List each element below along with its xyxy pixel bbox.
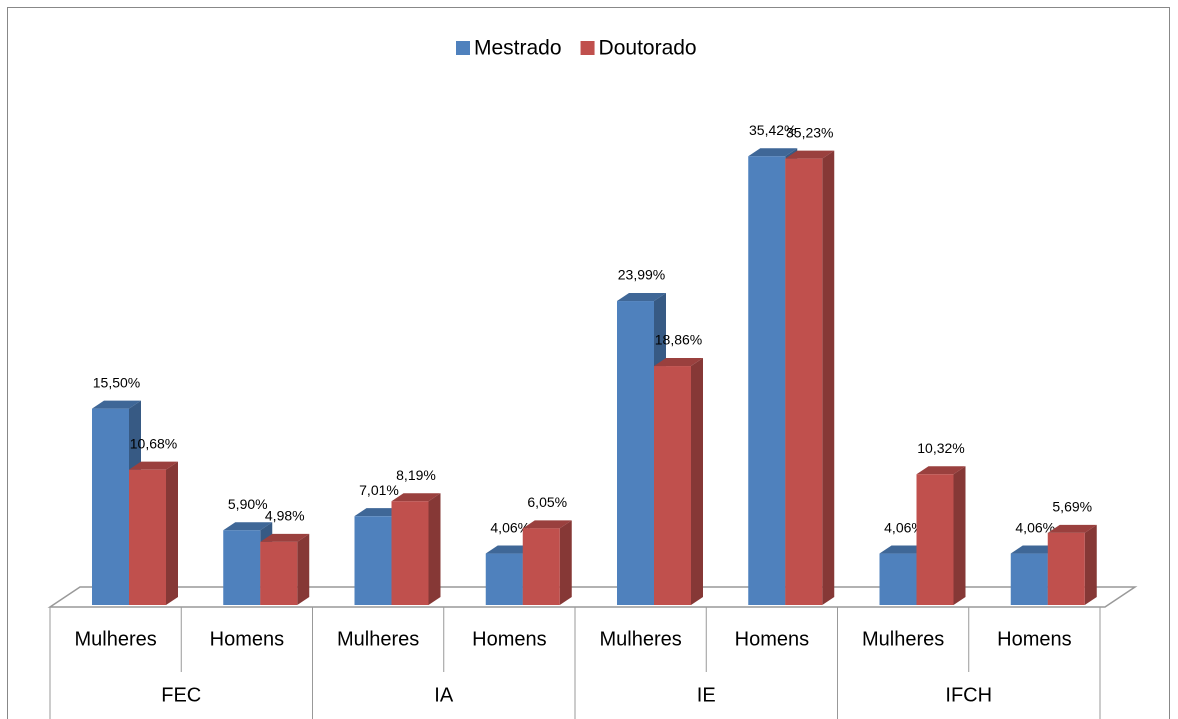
value-label: 15,50%	[93, 374, 140, 390]
bar	[617, 301, 654, 605]
bar-side	[297, 533, 310, 605]
bar-top	[129, 461, 178, 470]
value-label: 7,01%	[359, 482, 399, 498]
legend-swatch	[456, 41, 470, 55]
x-tick-label: Mulheres	[862, 628, 944, 650]
value-label: 4,98%	[265, 508, 305, 524]
value-label: 5,69%	[1052, 499, 1092, 515]
bar	[354, 516, 392, 605]
bar-top	[916, 466, 966, 475]
bar-top	[223, 522, 273, 531]
bar	[260, 541, 298, 605]
value-label: 4,06%	[884, 519, 924, 535]
bar	[92, 408, 129, 605]
bar	[522, 528, 560, 605]
bar	[916, 474, 954, 605]
value-label: 35,42%	[749, 122, 796, 138]
bar	[129, 469, 166, 605]
bar-side	[953, 466, 966, 605]
bar-top	[485, 545, 535, 554]
bar-top	[879, 545, 929, 554]
value-label: 6,05%	[527, 494, 567, 510]
x-tick-label: Homens	[210, 628, 284, 650]
value-label: 10,32%	[917, 440, 964, 456]
bar-side	[166, 461, 178, 605]
value-label: 18,86%	[655, 332, 702, 348]
legend-label: Mestrado	[474, 37, 562, 60]
group-label: IE	[697, 684, 716, 706]
x-tick-label: Mulheres	[337, 628, 419, 650]
bar-top	[391, 493, 441, 502]
value-label: 23,99%	[618, 267, 665, 283]
bar	[485, 553, 523, 605]
legend-swatch	[580, 41, 595, 55]
legend-label: Doutorado	[599, 37, 697, 60]
bar	[223, 530, 261, 605]
group-label: IA	[434, 684, 454, 706]
bar	[391, 501, 429, 605]
group-label: FEC	[161, 684, 201, 706]
value-label: 5,90%	[228, 496, 268, 512]
value-label: 35,23%	[786, 124, 833, 140]
bar-top	[1047, 524, 1097, 533]
bar-side	[428, 493, 441, 605]
bar	[1010, 553, 1048, 605]
group-label: IFCH	[945, 684, 992, 706]
bar-top	[92, 400, 141, 409]
bar	[654, 366, 691, 605]
bar-top	[617, 293, 666, 302]
bar-top	[785, 150, 835, 159]
bar-top	[260, 533, 310, 542]
x-tick-label: Homens	[472, 628, 546, 650]
bar	[748, 156, 786, 605]
x-tick-label: Homens	[997, 628, 1071, 650]
chart-border	[7, 7, 1170, 719]
x-tick-label: Homens	[735, 628, 809, 650]
floor	[47, 586, 1138, 608]
bar-side	[1084, 524, 1097, 605]
bar	[785, 158, 823, 605]
bar-top	[522, 520, 572, 529]
value-label: 4,06%	[1015, 519, 1055, 535]
bar	[879, 553, 917, 605]
bar-side	[691, 358, 703, 605]
bar-top	[1010, 545, 1060, 554]
x-tick-label: Mulheres	[599, 628, 681, 650]
x-tick-label: Mulheres	[74, 628, 156, 650]
value-label: 8,19%	[396, 467, 436, 483]
bar-side	[822, 150, 835, 605]
value-label: 10,68%	[130, 435, 177, 451]
bar-top	[748, 148, 798, 157]
bar-top	[354, 508, 404, 517]
bar-side	[559, 520, 572, 605]
bar-top	[654, 358, 703, 367]
value-label: 4,06%	[490, 519, 530, 535]
bar	[1047, 532, 1085, 605]
